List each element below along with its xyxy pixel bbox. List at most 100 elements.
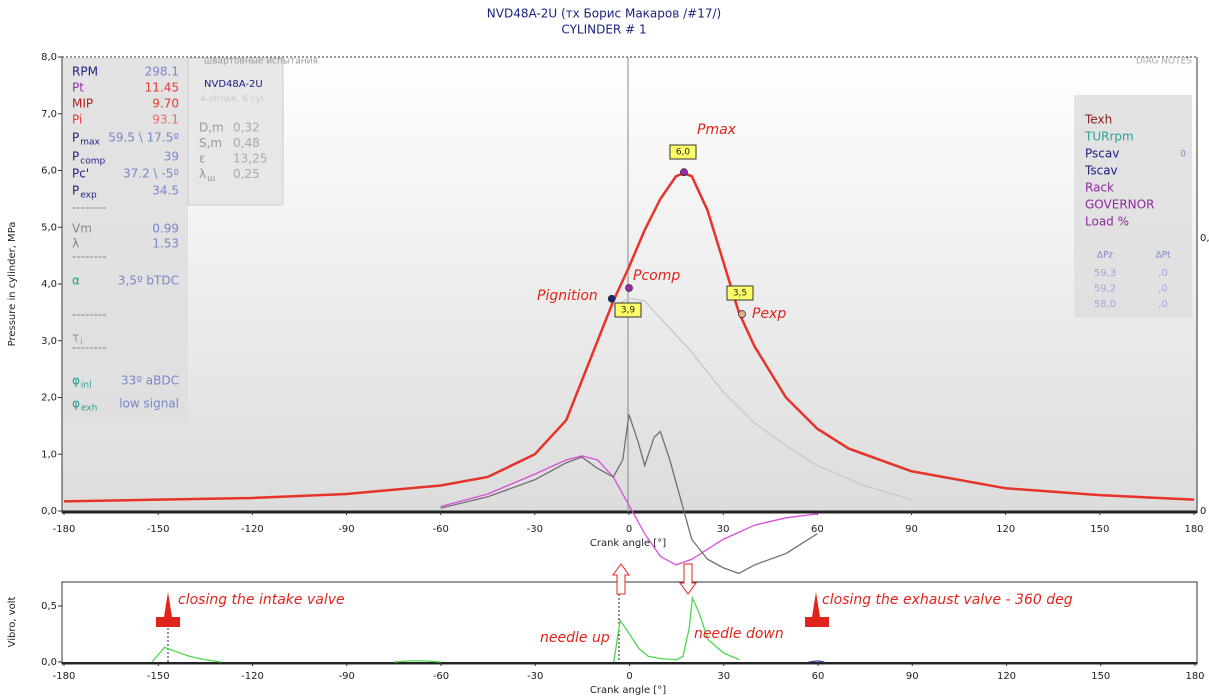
engine-param: λ (199, 167, 206, 181)
y-axis-label: Pressure in cylinder, MPa (7, 222, 18, 347)
y-tick-label: 0,5 (41, 601, 57, 612)
param-value: 34.5 (152, 184, 179, 198)
chart-title: NVD48A-2U (тх Борис Макаров /#17/) (487, 7, 721, 21)
sensor-label: Tscav (1084, 164, 1118, 178)
engine-param: S,m (199, 136, 222, 150)
param-sub: inl (81, 381, 92, 391)
x-tick-label: -150 (147, 524, 170, 535)
param-value: 93.1 (152, 113, 179, 127)
annotation: needle down (694, 626, 784, 642)
x-tick-label: 150 (1090, 524, 1109, 535)
table-cell: ,0 (1158, 268, 1168, 279)
value-label-box (614, 302, 642, 318)
y-tick-label: 0,0 (41, 657, 57, 668)
param-sub: exh (81, 404, 97, 414)
sensor-label: Pscav (1085, 147, 1119, 161)
data-line (612, 297, 912, 501)
param-label: RPM (72, 65, 98, 79)
param-value: 59.5 \ 17.5º (108, 131, 179, 145)
value-label: 3,9 (621, 306, 636, 316)
param-label: P (72, 131, 79, 145)
y-tick-label: 2,0 (41, 393, 57, 404)
marker-label: Pcomp (633, 268, 680, 284)
param-label: τ (72, 331, 79, 345)
marker-label: Pexp (752, 306, 786, 322)
param-label: Pc' (72, 167, 89, 181)
y-tick-label: 8,0 (41, 52, 57, 63)
param-label: P (72, 150, 79, 164)
sensor-label: TURrpm (1084, 130, 1134, 144)
data-line (393, 660, 442, 663)
table-cell: ,0 (1158, 284, 1168, 295)
x-tick-label: -30 (527, 524, 543, 535)
annotation: closing the intake valve (178, 592, 345, 608)
sensor-label: Rack (1085, 181, 1114, 195)
x-tick-label: 120 (996, 524, 1015, 535)
engine-kind: 4-stroke, 6 cyl (200, 95, 264, 105)
sensor-label: GOVERNOR (1085, 198, 1154, 212)
sensor-value: 0 (1180, 150, 1186, 160)
param-label: α (72, 274, 80, 288)
left-panel (63, 58, 188, 423)
point-marker (607, 294, 616, 303)
x-axis-label: Crank angle [°] (590, 538, 666, 549)
x-tick-label: -120 (241, 524, 264, 535)
param-value: 298.1 (145, 65, 179, 79)
x-tick-label: 180 (1185, 671, 1204, 682)
table-cell: 59,3 (1094, 268, 1116, 279)
right-panel (1074, 95, 1192, 318)
param-label: Vm (72, 222, 92, 236)
x-tick-label: 120 (997, 671, 1016, 682)
table-header: ΔPz (1097, 251, 1114, 261)
data-line (613, 595, 740, 663)
engine-value: 0,25 (233, 167, 260, 181)
data-line (808, 660, 825, 663)
y-tick-label: 6,0 (41, 166, 57, 177)
y-tick-label: 3,0 (41, 336, 57, 347)
x-tick-label: 90 (905, 524, 918, 535)
y-tick-label: 4,0 (41, 279, 57, 290)
param-label: λ (72, 237, 79, 251)
engine-param: ε (199, 152, 206, 166)
value-label-box (669, 144, 697, 160)
x-tick-label: -90 (339, 671, 355, 682)
x-tick-label: 180 (1184, 524, 1203, 535)
needle-down-arrow (679, 563, 697, 595)
notes-label: DIAG NOTES (1136, 57, 1192, 67)
param-value: 3,5º bTDC (118, 274, 179, 288)
x-tick-label: -120 (241, 671, 264, 682)
x-tick-label: -180 (53, 671, 76, 682)
y-tick-label: 0,0 (41, 506, 57, 517)
param-value: 0.99 (152, 222, 179, 236)
engine-value: 13,25 (233, 152, 267, 166)
caption: швартовные испытания (204, 57, 318, 67)
data-line (63, 172, 1195, 503)
annotation: closing the exhaust valve - 360 deg (822, 592, 1073, 608)
x-tick-label: -90 (338, 524, 354, 535)
engine-param-sub: ш (207, 174, 215, 184)
vibro-plot-area (61, 581, 1198, 665)
x-tick-label: -150 (147, 671, 170, 682)
y-tick-label: 1,0 (41, 449, 57, 460)
param-sub: i (80, 338, 83, 348)
engine-value: 0,48 (233, 136, 260, 150)
value-label: 6,0 (676, 148, 691, 158)
param-sub: max (80, 138, 100, 148)
engine-model: NVD48A-2U (204, 79, 263, 90)
sensor-label: Load % (1085, 215, 1129, 229)
x-axis-label: Crank angle [°] (590, 685, 666, 696)
needle-up-arrow (612, 563, 630, 595)
marker-label: Pignition (537, 288, 598, 304)
y-tick-label: 5,0 (41, 222, 57, 233)
point-marker (680, 168, 688, 177)
x-tick-label: -60 (433, 671, 449, 682)
param-sub: comp (80, 157, 105, 167)
param-sub: exp (80, 191, 97, 201)
table-header: ΔPt (1155, 251, 1171, 261)
y-axis-label: Vibro, volt (7, 597, 18, 648)
exhaust-valve-arrow (805, 592, 829, 627)
data-line (440, 414, 818, 575)
table-cell: 59,2 (1094, 284, 1116, 295)
x-tick-label: 0 (626, 524, 632, 535)
x-tick-label: 30 (717, 671, 730, 682)
